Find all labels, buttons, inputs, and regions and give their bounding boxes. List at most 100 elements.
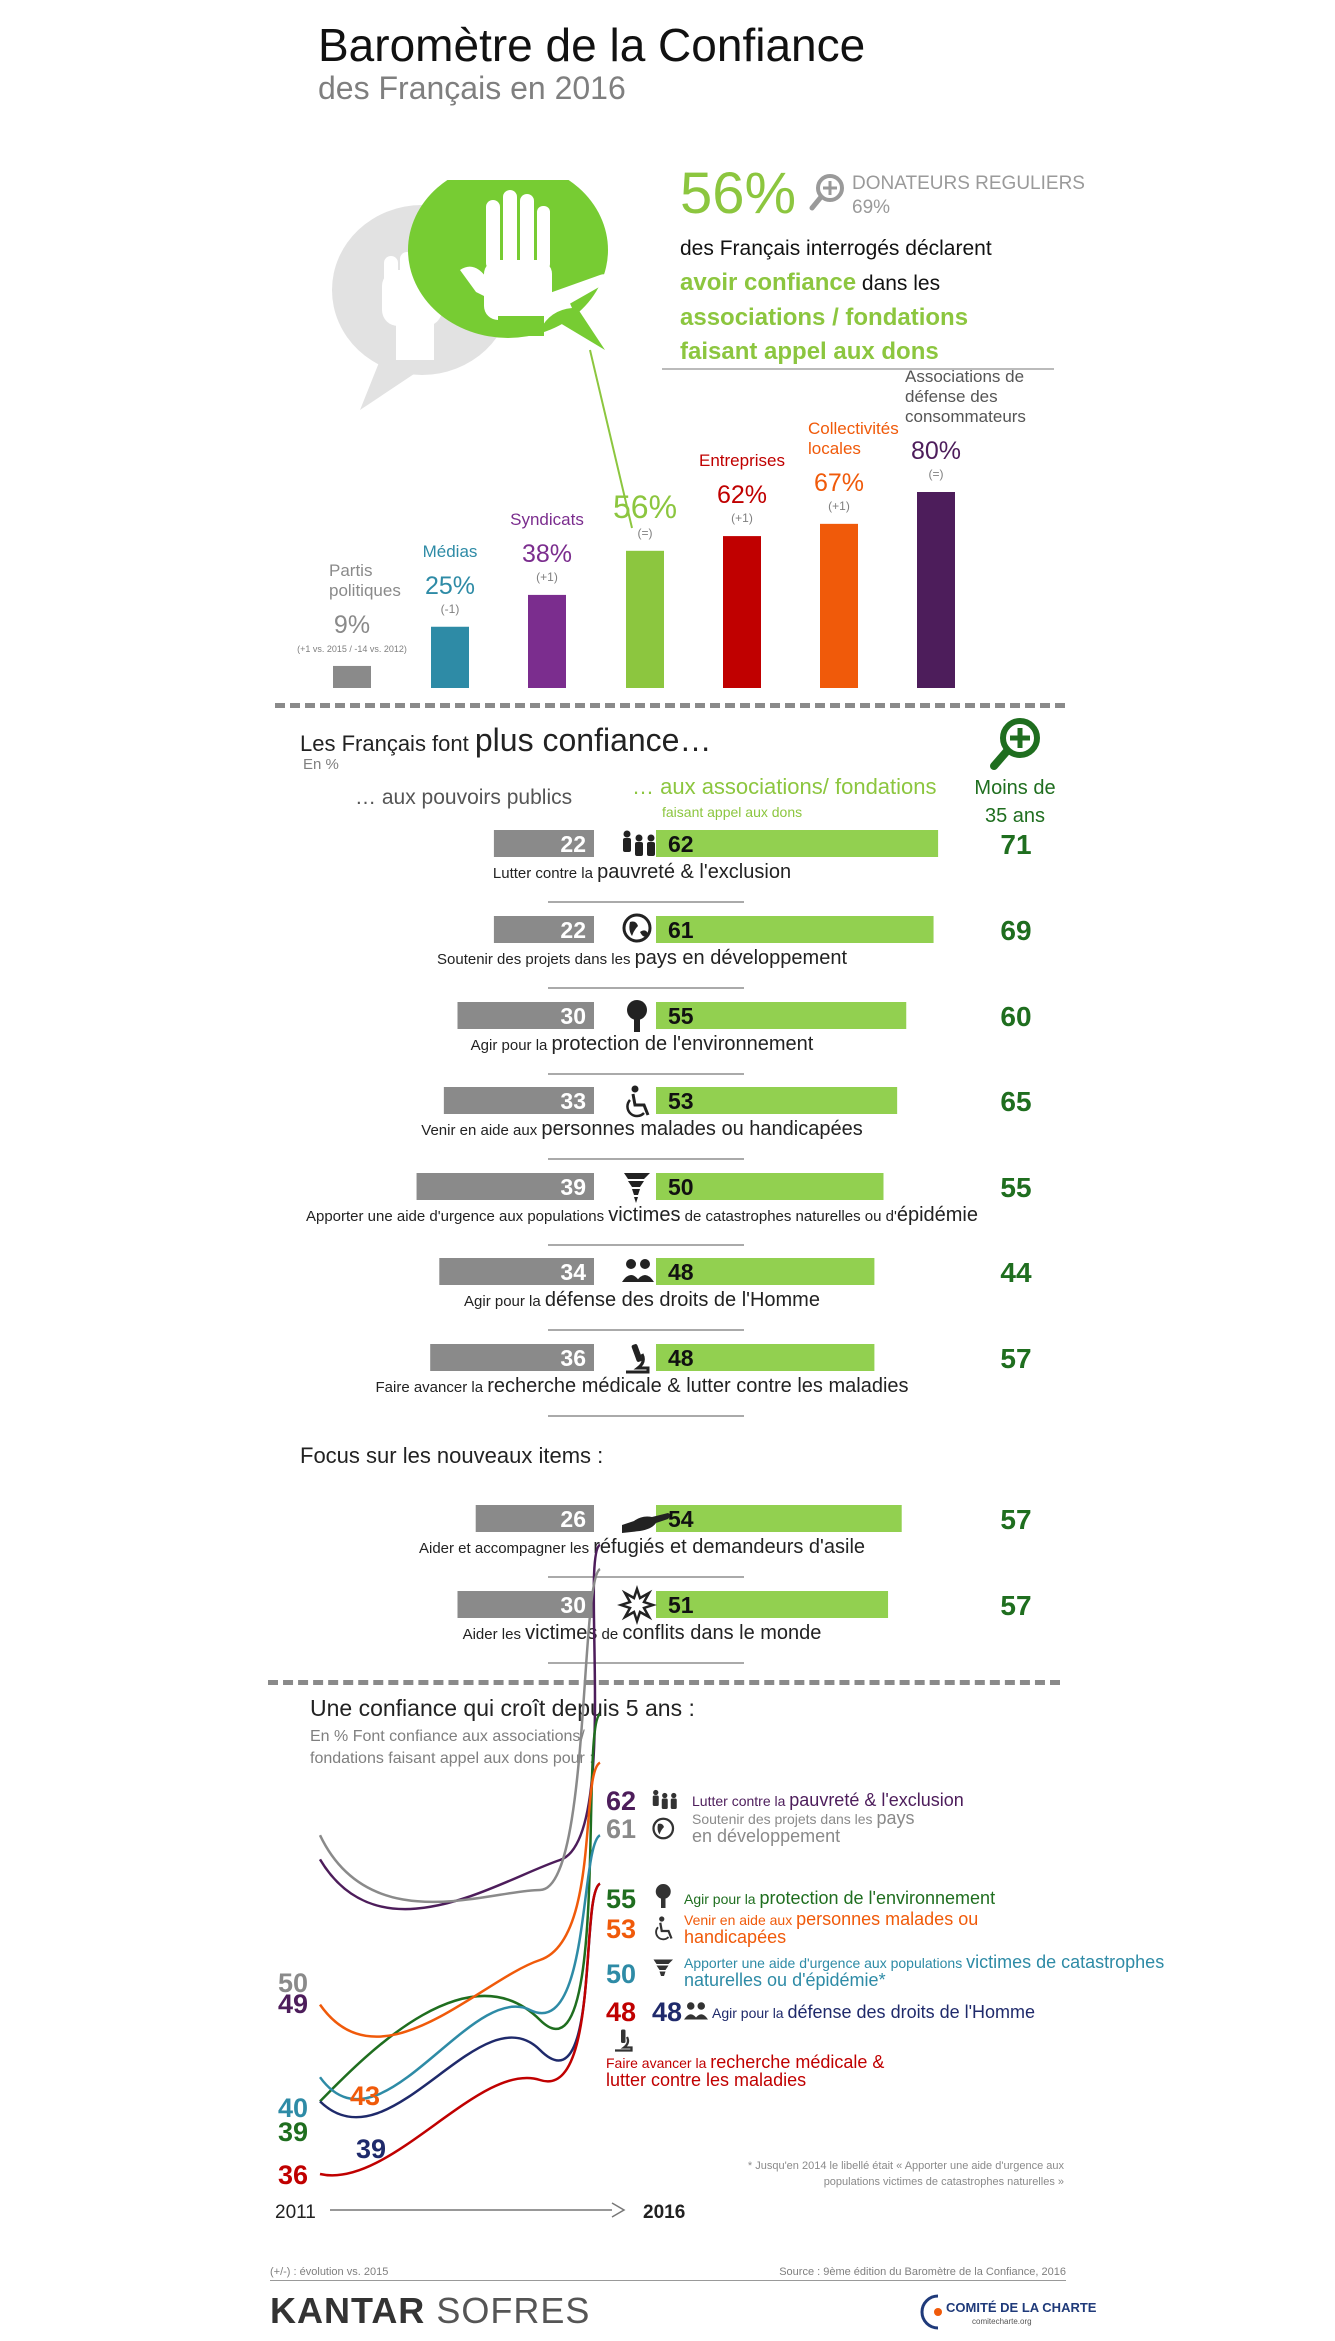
- bar-evolution-2: (+1): [536, 570, 558, 584]
- section2-subtitle: En %: [303, 756, 339, 773]
- zoom-plus-icon: [809, 174, 844, 211]
- year-start: 2011: [275, 2202, 316, 2223]
- start-value-2: 39: [278, 2117, 308, 2147]
- public-bar-1: [493, 916, 594, 943]
- end-value-0: 62: [606, 1786, 636, 1816]
- public-value-7: 26: [560, 1506, 586, 1532]
- assoc-bar-8: [656, 1591, 889, 1618]
- explosion-icon: [617, 1585, 657, 1625]
- end-value-2: 55: [606, 1884, 636, 1914]
- hand-icon: [622, 1513, 670, 1533]
- hero-highlight2: associations / fondations faisant appel …: [680, 304, 969, 365]
- group-icon: [622, 1259, 654, 1282]
- public-bar-3: [443, 1087, 594, 1114]
- tree-icon: [655, 1884, 671, 1908]
- start-value-5: 39: [356, 2134, 386, 2164]
- focus-title: Focus sur les nouveaux items :: [300, 1443, 604, 1468]
- bar-value-4: 62%: [717, 481, 767, 509]
- public-bar-4: [416, 1173, 594, 1200]
- start-value-1: 50: [278, 1968, 308, 1998]
- assoc-bar-7: [656, 1505, 902, 1532]
- start-value-4: 40: [278, 2093, 308, 2123]
- bar-label-1: Médias: [423, 542, 478, 561]
- assoc-bar-1: [656, 916, 934, 943]
- row-label-8: Aider les victimes de conflits dans le m…: [463, 1622, 822, 1644]
- separator-2: [268, 1680, 1060, 1685]
- section2-title-prefix: Les Français font: [300, 731, 475, 756]
- row-label-6: Faire avancer la recherche médicale & lu…: [375, 1375, 908, 1397]
- green-hands-bubble-icon: [408, 180, 609, 350]
- public-bar-2: [457, 1002, 594, 1029]
- bar-evolution-0: (+1 vs. 2015 / -14 vs. 2012): [297, 644, 407, 654]
- trend-line-6: [319, 1882, 601, 2177]
- wheelchair-icon: [626, 1085, 650, 1118]
- callout-line: [589, 349, 633, 529]
- young-zoom-icon: [990, 718, 1040, 770]
- bar-value-5: 67%: [814, 469, 864, 497]
- public-value-0: 22: [560, 831, 586, 857]
- tornado-icon: [653, 1959, 673, 1976]
- tornado-icon: [624, 1173, 650, 1203]
- assoc-bar-3: [656, 1087, 898, 1114]
- bar-2: [528, 594, 566, 688]
- assoc-value-3: 53: [668, 1088, 694, 1114]
- series-label-4: Apporter une aide d'urgence aux populati…: [684, 1952, 1164, 1990]
- young-value-3: 65: [1000, 1086, 1031, 1117]
- tree-icon: [627, 1000, 647, 1032]
- assoc-value-2: 55: [668, 1003, 694, 1029]
- section3-subtitle: En % Font confiance aux associations/ fo…: [310, 1728, 594, 1767]
- trend-line-2: [319, 1713, 601, 2103]
- public-bar-5: [439, 1258, 594, 1285]
- trend-line-0: [318, 1543, 601, 1911]
- public-value-2: 30: [560, 1003, 586, 1029]
- column-young: Moins de 35 ans: [974, 777, 1056, 827]
- bar-value-3: 56%: [613, 489, 677, 525]
- hero-percent: 56%: [680, 161, 797, 226]
- regular-donors: DONATEURS REGULIERS 69%: [852, 172, 1085, 220]
- young-value-6: 57: [1000, 1343, 1031, 1374]
- regular-donors-label: DONATEURS REGULIERS: [852, 173, 1085, 194]
- start-value-0: 49: [278, 1989, 308, 2019]
- public-value-6: 36: [560, 1345, 586, 1371]
- bar-6: [917, 492, 955, 688]
- hero-illustration: [332, 180, 633, 529]
- wheelchair-icon: [655, 1916, 673, 1941]
- bar-label-0: Partis politiques: [329, 561, 401, 600]
- row-label-5: Agir pour la défense des droits de l'Hom…: [464, 1289, 820, 1311]
- microscope-icon: [615, 2029, 633, 2052]
- bar-label-6: Associations de défense des consommateurs: [905, 367, 1026, 426]
- people-icon: [652, 1789, 677, 1809]
- people-icon: [623, 830, 655, 856]
- young-value-0: 71: [1000, 829, 1031, 860]
- assoc-bar-5: [656, 1258, 875, 1285]
- end-value-6: 48: [606, 1997, 636, 2027]
- group-icon: [684, 2002, 708, 2020]
- young-value-7: 57: [1000, 1504, 1031, 1535]
- bar-value-0: 9%: [334, 611, 370, 639]
- row-label-1: Soutenir des projets dans les pays en dé…: [437, 947, 847, 969]
- young-value-8: 57: [1000, 1590, 1031, 1621]
- row-label-3: Venir en aide aux personnes malades ou h…: [421, 1118, 862, 1140]
- separator-1: [275, 703, 1065, 708]
- end-value-1: 61: [606, 1814, 636, 1844]
- page-title: Baromètre de la Confiance: [318, 19, 866, 71]
- young-value-2: 60: [1000, 1001, 1031, 1032]
- assoc-value-5: 48: [668, 1259, 694, 1285]
- series-label-3: Venir en aide aux personnes malades ou ha…: [684, 1909, 978, 1947]
- assoc-value-6: 48: [668, 1345, 694, 1371]
- trend-line-4: [318, 1834, 601, 2101]
- young-value-1: 69: [1000, 915, 1031, 946]
- row-label-7: Aider et accompagner les réfugiés et dem…: [419, 1536, 865, 1558]
- trend-line-3: [318, 1761, 601, 2038]
- kantar-brand: KANTAR: [270, 2290, 426, 2331]
- hero-text-line1: des Français interrogés déclarent: [680, 237, 992, 260]
- hero-divider: [662, 368, 1054, 370]
- bar-label-4: Entreprises: [699, 451, 785, 470]
- column-associations-sub: faisant appel aux dons: [662, 804, 803, 820]
- regular-donors-value: 69%: [852, 197, 891, 218]
- bar-4: [723, 536, 761, 688]
- hero-text: des Français interrogés déclarent avoir …: [680, 232, 1080, 369]
- bar-label-2: Syndicats: [510, 510, 584, 529]
- bar-evolution-6: (=): [929, 467, 944, 481]
